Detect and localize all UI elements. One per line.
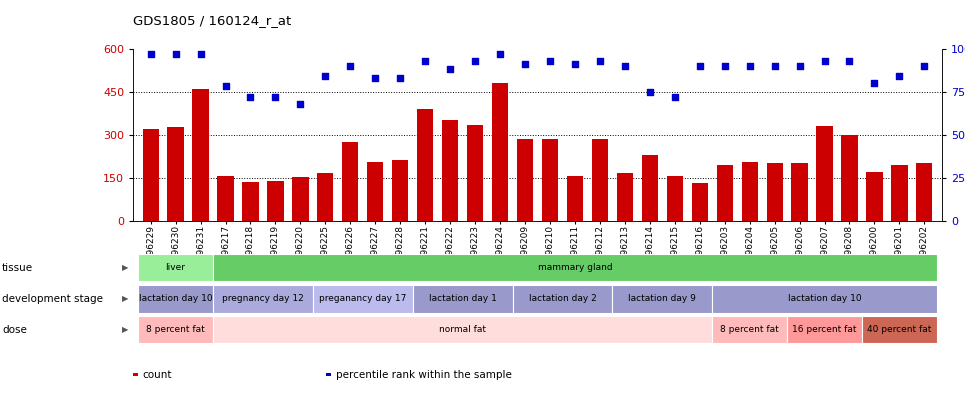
Bar xyxy=(317,173,334,221)
Point xyxy=(867,80,882,86)
Bar xyxy=(916,163,932,221)
Point xyxy=(418,58,433,64)
Point xyxy=(816,58,832,64)
Text: percentile rank within the sample: percentile rank within the sample xyxy=(336,370,511,379)
Bar xyxy=(467,125,483,221)
Bar xyxy=(517,139,533,221)
Text: liver: liver xyxy=(166,263,185,272)
Point xyxy=(442,66,457,72)
Bar xyxy=(617,173,633,221)
Point xyxy=(841,58,857,64)
Text: development stage: development stage xyxy=(2,294,103,304)
Text: mammary gland: mammary gland xyxy=(538,263,612,272)
Text: 16 percent fat: 16 percent fat xyxy=(792,325,857,334)
Text: pregnancy day 12: pregnancy day 12 xyxy=(222,294,304,303)
Bar xyxy=(766,163,783,221)
Point xyxy=(593,58,608,64)
Point xyxy=(717,62,732,69)
Text: ▶: ▶ xyxy=(122,294,128,303)
Point xyxy=(343,62,358,69)
Point xyxy=(168,51,183,57)
Bar xyxy=(566,176,583,221)
Text: GDS1805 / 160124_r_at: GDS1805 / 160124_r_at xyxy=(133,14,291,27)
Point xyxy=(292,100,308,107)
Text: lactation day 1: lactation day 1 xyxy=(428,294,497,303)
Bar xyxy=(542,139,558,221)
Bar xyxy=(492,83,509,221)
Text: count: count xyxy=(143,370,172,379)
Point xyxy=(618,62,633,69)
Point xyxy=(542,58,558,64)
Point xyxy=(742,62,758,69)
Text: 8 percent fat: 8 percent fat xyxy=(147,325,205,334)
Text: lactation day 10: lactation day 10 xyxy=(139,294,212,303)
Bar xyxy=(242,182,259,221)
Point xyxy=(393,75,408,81)
Point xyxy=(492,51,508,57)
Text: normal fat: normal fat xyxy=(439,325,486,334)
Point xyxy=(792,62,808,69)
Text: 40 percent fat: 40 percent fat xyxy=(868,325,931,334)
Point xyxy=(317,73,333,79)
Point xyxy=(567,61,583,67)
Text: lactation day 2: lactation day 2 xyxy=(529,294,596,303)
Point xyxy=(517,61,533,67)
Text: ▶: ▶ xyxy=(122,263,128,272)
Text: lactation day 10: lactation day 10 xyxy=(787,294,862,303)
Bar xyxy=(867,172,883,221)
Text: preganancy day 17: preganancy day 17 xyxy=(319,294,406,303)
Bar xyxy=(192,89,208,221)
Bar xyxy=(892,165,907,221)
Bar xyxy=(217,176,234,221)
Bar xyxy=(292,177,309,221)
Bar xyxy=(642,155,658,221)
Text: lactation day 9: lactation day 9 xyxy=(628,294,696,303)
Bar xyxy=(417,109,433,221)
Text: 8 percent fat: 8 percent fat xyxy=(720,325,779,334)
Bar xyxy=(816,126,833,221)
Bar xyxy=(392,160,408,221)
Bar xyxy=(267,181,284,221)
Bar xyxy=(717,165,732,221)
Bar xyxy=(367,162,383,221)
Point xyxy=(143,51,158,57)
Text: dose: dose xyxy=(2,325,27,335)
Bar xyxy=(143,129,159,221)
Bar xyxy=(343,142,358,221)
Bar xyxy=(741,162,758,221)
Point xyxy=(243,94,259,100)
Point xyxy=(218,83,234,90)
Text: ▶: ▶ xyxy=(122,325,128,334)
Bar xyxy=(791,163,808,221)
Point xyxy=(892,73,907,79)
Point xyxy=(267,94,283,100)
Point xyxy=(667,94,682,100)
Bar xyxy=(442,120,458,221)
Bar xyxy=(667,176,683,221)
Point xyxy=(193,51,208,57)
Text: tissue: tissue xyxy=(2,263,33,273)
Point xyxy=(642,88,657,95)
Point xyxy=(917,62,932,69)
Point xyxy=(767,62,783,69)
Bar xyxy=(692,183,708,221)
Bar xyxy=(841,134,858,221)
Bar xyxy=(168,128,183,221)
Point xyxy=(467,58,482,64)
Bar xyxy=(592,139,608,221)
Point xyxy=(368,75,383,81)
Point xyxy=(692,62,707,69)
